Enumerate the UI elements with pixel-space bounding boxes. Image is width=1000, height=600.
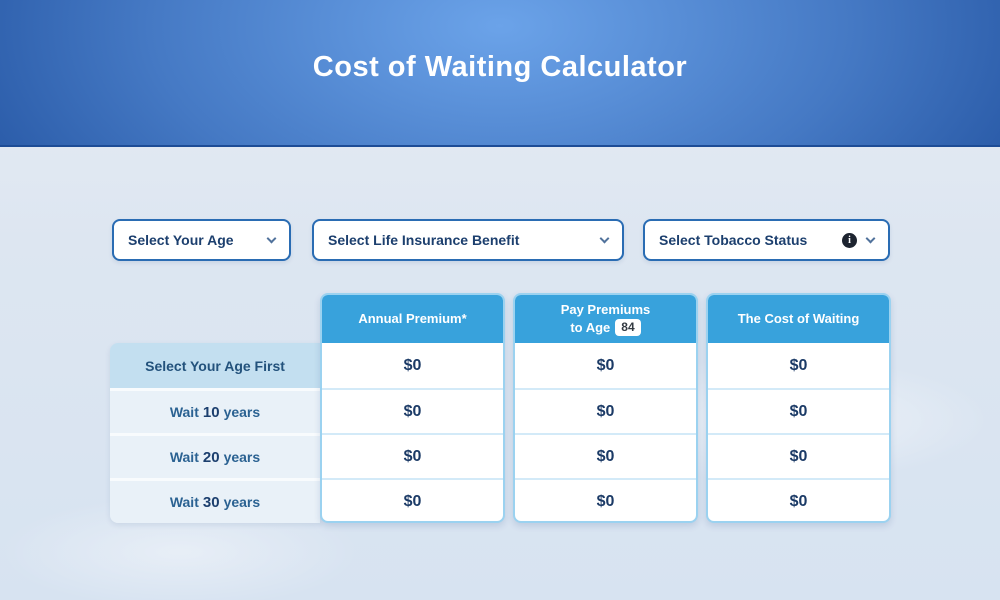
- cost-of-waiting-column: The Cost of Waiting $0 $0 $0 $0: [706, 293, 891, 523]
- column-header-line2: to Age 84: [570, 319, 641, 337]
- row-label-wait-30-years: Wait 30 years: [110, 478, 320, 523]
- cost-of-waiting-value-row1: $0: [789, 356, 808, 374]
- pay-premiums-value-row2: $0: [515, 388, 696, 433]
- select-tobacco-status-label: Select Tobacco Status: [659, 232, 808, 248]
- age-badge: 84: [615, 319, 641, 337]
- pay-premiums-to-age-header: Pay Premiums to Age 84: [515, 295, 696, 343]
- cost-of-waiting-value-row4: $0: [708, 478, 889, 521]
- annual-premium-value-row3: $0: [322, 433, 503, 478]
- row-label-wait-20-years: Wait 20 years: [110, 433, 320, 478]
- annual-premium-header: Annual Premium*: [322, 295, 503, 343]
- chevron-down-icon: [266, 233, 277, 244]
- row-label-number: 10: [202, 403, 220, 421]
- pay-premiums-value-row3: $0: [515, 433, 696, 478]
- column-header-text: The Cost of Waiting: [737, 311, 860, 327]
- page-title: Cost of Waiting Calculator: [312, 51, 688, 83]
- pay-premiums-value-row1: $0: [596, 356, 615, 374]
- row-label-number: 20: [202, 448, 220, 466]
- row-label-text: Select Your Age First: [145, 357, 285, 374]
- pay-premiums-to-age-column: Pay Premiums to Age 84 $0 $0 $0 $0: [513, 293, 698, 523]
- cost-of-waiting-value-row2: $0: [708, 388, 889, 433]
- row-label-prefix: Wait: [169, 494, 199, 510]
- row-label-wait-10-years: Wait 10 years: [110, 388, 320, 433]
- column-header-text: Annual Premium*: [358, 311, 467, 327]
- pay-premiums-value-row4: $0: [515, 478, 696, 521]
- annual-premium-value-row4: $0: [322, 478, 503, 521]
- cost-of-waiting-header: The Cost of Waiting: [708, 295, 889, 343]
- row-label-suffix: years: [223, 494, 261, 510]
- select-tobacco-status-dropdown[interactable]: Select Tobacco Status i: [643, 219, 890, 261]
- info-icon[interactable]: i: [842, 232, 857, 248]
- annual-premium-value-row1: $0: [403, 356, 422, 374]
- select-life-insurance-benefit-label: Select Life Insurance Benefit: [328, 232, 520, 248]
- row-label-suffix: years: [223, 404, 261, 420]
- row-label-select-your-age-first: Select Your Age First: [110, 343, 320, 388]
- row-labels-column: Select Your Age First Wait 10 years Wait…: [110, 343, 320, 523]
- cost-of-waiting-value-row3: $0: [708, 433, 889, 478]
- chevron-down-icon: [599, 233, 610, 244]
- to-age-text: to Age: [570, 320, 611, 335]
- column-header-line1: Pay Premiums: [560, 302, 651, 318]
- row-label-prefix: Wait: [169, 404, 199, 420]
- page-header: Cost of Waiting Calculator: [0, 0, 1000, 147]
- annual-premium-value-row2: $0: [322, 388, 503, 433]
- select-life-insurance-benefit-dropdown[interactable]: Select Life Insurance Benefit: [312, 219, 624, 261]
- row-label-prefix: Wait: [169, 449, 199, 465]
- annual-premium-column: Annual Premium* $0 $0 $0 $0: [320, 293, 505, 523]
- row-label-suffix: years: [223, 449, 261, 465]
- select-your-age-label: Select Your Age: [128, 232, 234, 248]
- row-label-number: 30: [202, 493, 220, 511]
- chevron-down-icon: [865, 233, 876, 244]
- select-your-age-dropdown[interactable]: Select Your Age: [112, 219, 291, 261]
